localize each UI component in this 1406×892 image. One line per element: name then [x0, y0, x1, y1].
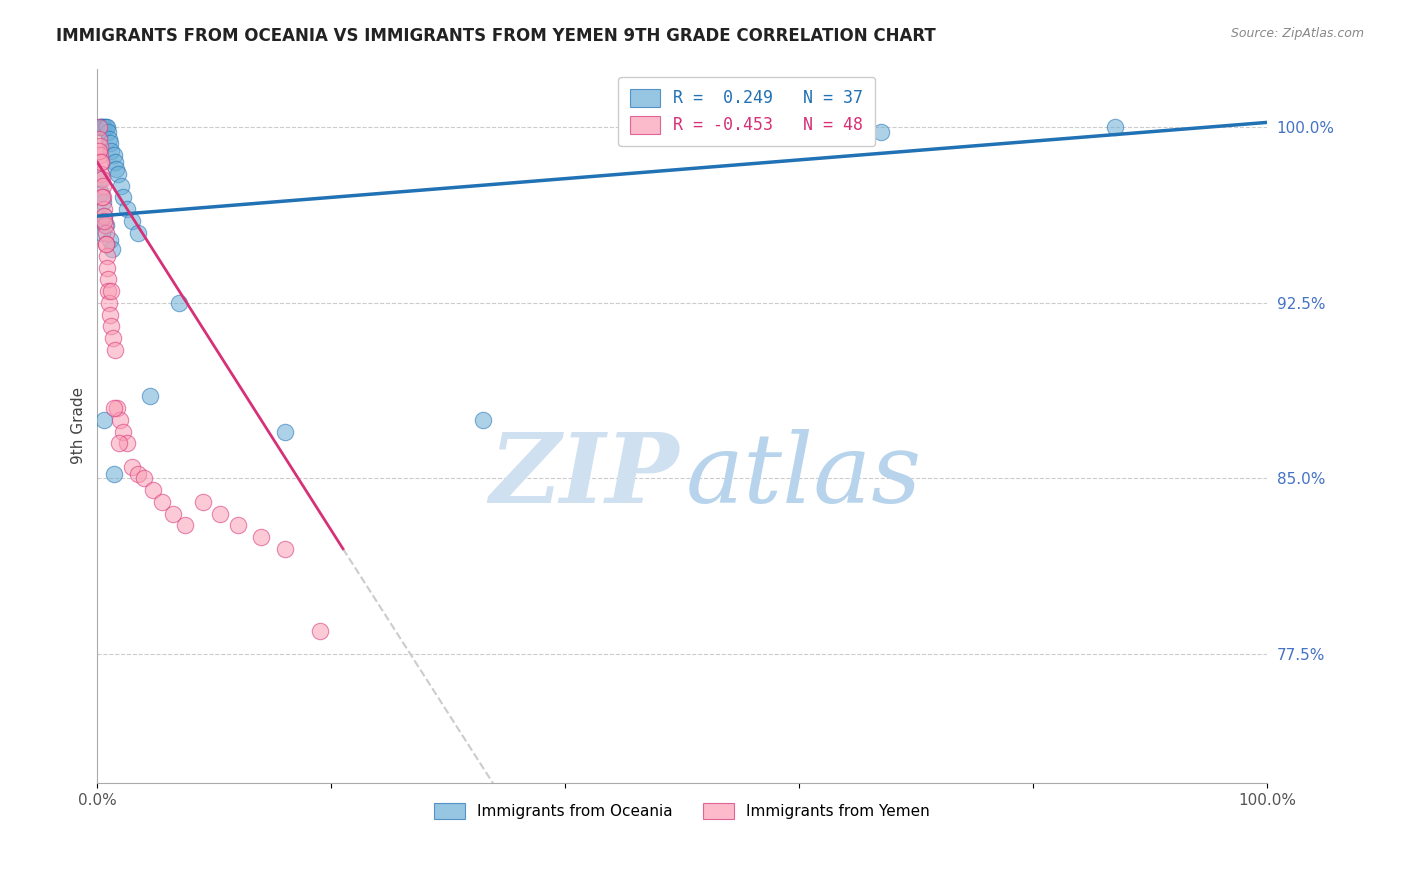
- Point: [98, 308, 121, 322]
- Point: [96, 120, 118, 134]
- Point: [96, 237, 118, 252]
- Point: [90, 167, 112, 181]
- Point: [115, 202, 138, 216]
- Point: [101, 331, 124, 345]
- Point: [98, 136, 121, 151]
- Point: [127, 467, 149, 481]
- Point: [97, 125, 120, 139]
- Point: [105, 162, 128, 177]
- Point: [250, 530, 273, 544]
- Point: [98, 233, 121, 247]
- Legend: Immigrants from Oceania, Immigrants from Yemen: Immigrants from Oceania, Immigrants from…: [429, 797, 936, 825]
- Point: [1104, 120, 1126, 134]
- Point: [107, 167, 129, 181]
- Point: [103, 401, 125, 416]
- Point: [100, 319, 122, 334]
- Point: [90, 120, 112, 134]
- Point: [94, 237, 117, 252]
- Y-axis label: 9th Grade: 9th Grade: [72, 387, 86, 465]
- Point: [162, 507, 184, 521]
- Point: [91, 190, 114, 204]
- Point: [174, 518, 197, 533]
- Point: [142, 483, 165, 498]
- Point: [96, 249, 118, 263]
- Point: [110, 178, 132, 193]
- Point: [91, 171, 114, 186]
- Point: [112, 190, 135, 204]
- Point: [121, 459, 143, 474]
- Point: [90, 214, 112, 228]
- Text: IMMIGRANTS FROM OCEANIA VS IMMIGRANTS FROM YEMEN 9TH GRADE CORRELATION CHART: IMMIGRANTS FROM OCEANIA VS IMMIGRANTS FR…: [56, 27, 936, 45]
- Point: [91, 195, 114, 210]
- Point: [209, 507, 232, 521]
- Point: [90, 186, 112, 200]
- Point: [134, 471, 156, 485]
- Point: [89, 148, 111, 162]
- Point: [97, 272, 120, 286]
- Point: [93, 214, 115, 228]
- Point: [103, 148, 125, 162]
- Point: [104, 155, 127, 169]
- Point: [93, 413, 115, 427]
- Point: [93, 202, 115, 216]
- Point: [139, 390, 162, 404]
- Point: [100, 144, 122, 158]
- Point: [100, 284, 122, 298]
- Point: [870, 125, 893, 139]
- Point: [94, 120, 117, 134]
- Point: [112, 425, 135, 439]
- Point: [91, 120, 114, 134]
- Point: [89, 171, 111, 186]
- Point: [108, 436, 131, 450]
- Point: [93, 120, 115, 134]
- Point: [91, 178, 114, 193]
- Point: [90, 226, 112, 240]
- Text: ZIP: ZIP: [489, 429, 679, 523]
- Point: [167, 295, 190, 310]
- Point: [150, 495, 173, 509]
- Point: [108, 413, 131, 427]
- Point: [87, 120, 110, 134]
- Point: [90, 155, 112, 169]
- Point: [93, 209, 115, 223]
- Point: [103, 467, 125, 481]
- Point: [191, 495, 214, 509]
- Point: [98, 132, 121, 146]
- Point: [121, 214, 143, 228]
- Point: [96, 260, 118, 275]
- Point: [91, 190, 114, 204]
- Point: [273, 425, 295, 439]
- Point: [226, 518, 249, 533]
- Point: [91, 120, 114, 134]
- Point: [105, 401, 128, 416]
- Point: [97, 284, 120, 298]
- Point: [273, 541, 295, 556]
- Point: [101, 242, 124, 256]
- Point: [472, 413, 495, 427]
- Point: [93, 209, 115, 223]
- Point: [89, 138, 111, 153]
- Point: [87, 132, 110, 146]
- Point: [115, 436, 138, 450]
- Point: [308, 624, 330, 638]
- Point: [89, 120, 111, 134]
- Text: Source: ZipAtlas.com: Source: ZipAtlas.com: [1230, 27, 1364, 40]
- Point: [90, 155, 112, 169]
- Text: atlas: atlas: [686, 429, 922, 523]
- Point: [94, 219, 117, 233]
- Point: [89, 144, 111, 158]
- Point: [94, 219, 117, 233]
- Point: [94, 226, 117, 240]
- Point: [127, 226, 149, 240]
- Point: [104, 343, 127, 357]
- Point: [98, 295, 121, 310]
